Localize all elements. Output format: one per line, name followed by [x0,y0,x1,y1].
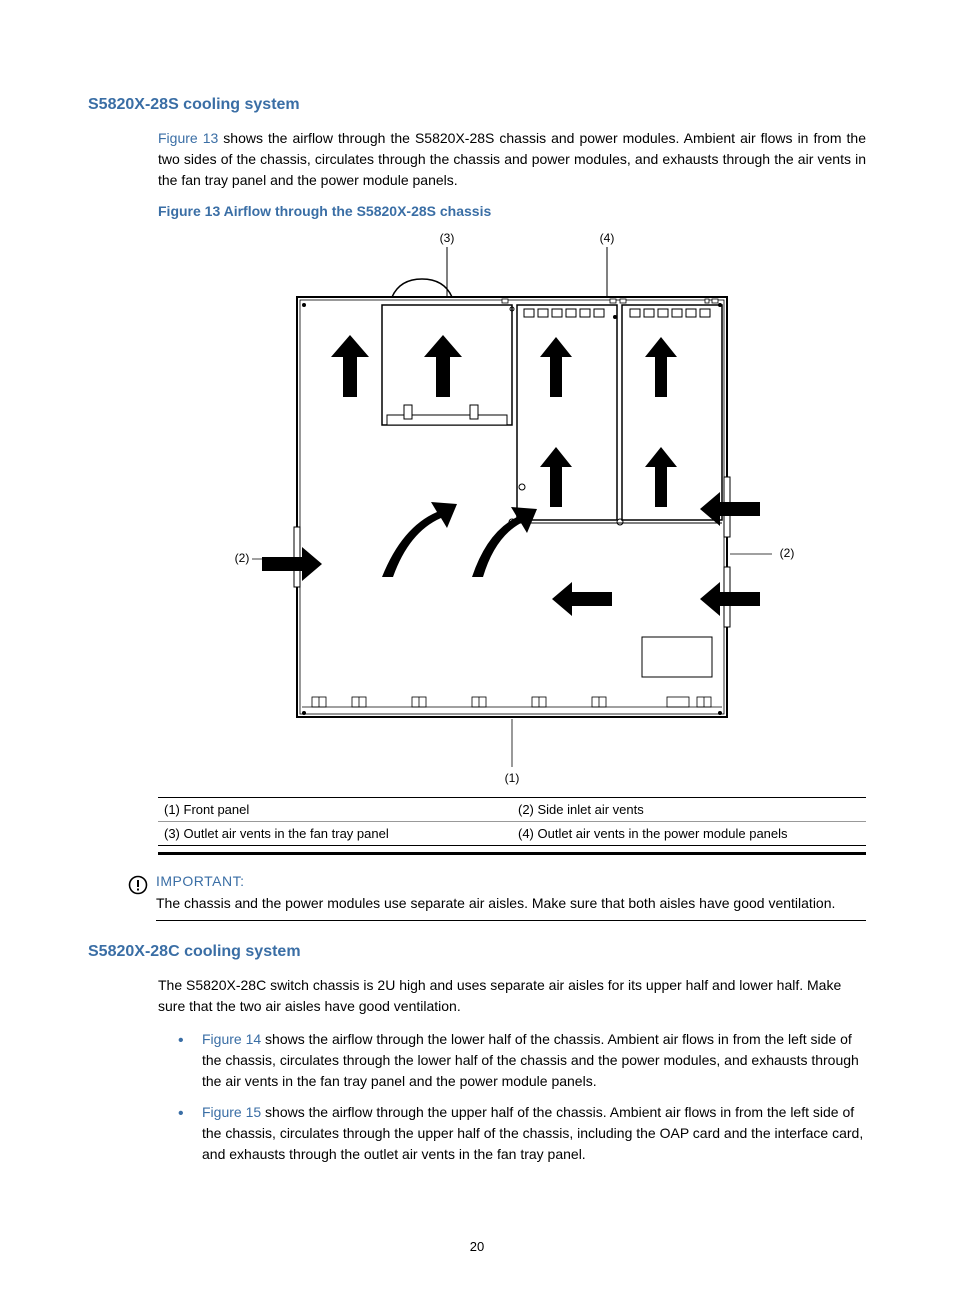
figure-13-legend-table: (1) Front panel (2) Side inlet air vents… [158,797,866,846]
legend-cell: (2) Side inlet air vents [512,798,866,822]
table-row: (3) Outlet air vents in the fan tray pan… [158,822,866,846]
legend-cell: (4) Outlet air vents in the power module… [512,822,866,846]
bullet-1-text: shows the airflow through the lower half… [202,1031,859,1089]
important-block: IMPORTANT: The chassis and the power mod… [128,873,866,921]
section2-bullets: Figure 14 shows the airflow through the … [178,1029,866,1165]
callout-2-right-label: (2) [780,546,795,560]
callout-3-label: (3) [440,231,455,245]
legend-bottom-rule [158,852,866,855]
important-text: The chassis and the power modules use se… [156,893,866,914]
important-body: IMPORTANT: The chassis and the power mod… [156,873,866,921]
list-item: Figure 15 shows the airflow through the … [178,1102,866,1165]
legend-cell: (1) Front panel [158,798,512,822]
callout-2-left-label: (2) [235,551,250,565]
important-label: IMPORTANT: [156,873,866,889]
figure-13-caption: Figure 13 Airflow through the S5820X-28S… [158,203,866,219]
legend-cell: (3) Outlet air vents in the fan tray pan… [158,822,512,846]
section1-para-text: shows the airflow through the S5820X-28S… [158,130,866,188]
bullet-2-text: shows the airflow through the upper half… [202,1104,863,1162]
figure-14-link[interactable]: Figure 14 [202,1031,261,1047]
callout-1-label: (1) [505,771,520,785]
list-item: Figure 14 shows the airflow through the … [178,1029,866,1092]
figure-15-link[interactable]: Figure 15 [202,1104,261,1120]
important-icon [128,873,156,921]
page-number: 20 [0,1239,954,1254]
section1-heading: S5820X-28S cooling system [88,96,866,114]
figure-13-link[interactable]: Figure 13 [158,130,218,146]
section2-paragraph: The S5820X-28C switch chassis is 2U high… [158,975,866,1017]
section2-heading: S5820X-28C cooling system [88,943,866,961]
table-row: (1) Front panel (2) Side inlet air vents [158,798,866,822]
callout-4-label: (4) [600,231,615,245]
section1-paragraph: Figure 13 shows the airflow through the … [158,128,866,191]
figure-13-diagram: (3) (4) [158,227,866,787]
page: S5820X-28S cooling system Figure 13 show… [0,0,954,1294]
